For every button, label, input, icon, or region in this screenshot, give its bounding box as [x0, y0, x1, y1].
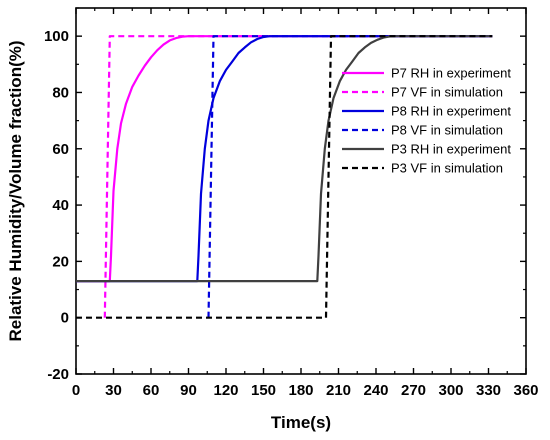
axes: 0 30 60 90 120 150 180 210 240 270 300 330 360-20020…	[44, 7, 539, 399]
x-tick-label: 120	[213, 382, 238, 399]
series-line-p3-rh-in-experiment	[76, 35, 493, 283]
y-tick-label: -20	[47, 366, 69, 383]
x-axis-title: Time(s)	[271, 413, 331, 432]
legend: P7 RH in experiment P7 VF in simulation P8…	[342, 66, 511, 176]
legend-label-p3-vf-in-simulation: P3 VF in simulation	[391, 161, 503, 176]
legend-label-p3-rh-in-experiment: P3 RH in experiment	[391, 142, 511, 157]
x-tick-label: 30	[105, 382, 122, 399]
series-layer	[76, 35, 493, 319]
series-line-p8-rh-in-experiment	[76, 35, 493, 283]
series-line-p3-vf-in-simulation	[76, 35, 493, 319]
legend-label-p8-rh-in-experiment: P8 RH in experiment	[391, 104, 511, 119]
x-tick-label: 0	[72, 382, 80, 399]
y-tick-label: 80	[52, 84, 69, 101]
x-tick-label: 60	[143, 382, 160, 399]
y-tick-label: 60	[52, 141, 69, 158]
x-tick-label: 300	[438, 382, 463, 399]
x-tick-label: 210	[326, 382, 351, 399]
x-tick-label: 150	[251, 382, 276, 399]
y-tick-label: 100	[44, 28, 69, 45]
x-tick-label: 330	[476, 382, 501, 399]
y-tick-label: 20	[52, 253, 69, 270]
x-tick-label: 90	[180, 382, 197, 399]
y-tick-label: 40	[52, 197, 69, 214]
x-tick-label: 180	[288, 382, 313, 399]
legend-label-p7-vf-in-simulation: P7 VF in simulation	[391, 85, 503, 100]
legend-label-p8-vf-in-simulation: P8 VF in simulation	[391, 123, 503, 138]
series-line-p7-rh-in-experiment	[76, 35, 493, 283]
x-tick-label: 240	[363, 382, 388, 399]
x-tick-label: 360	[513, 382, 538, 399]
plot-frame	[75, 7, 527, 375]
legend-label-p7-rh-in-experiment: P7 RH in experiment	[391, 66, 511, 81]
x-tick-label: 270	[401, 382, 426, 399]
y-axis-title: Relative Humidity/Volume fraction(%)	[6, 40, 25, 341]
y-tick-label: 0	[61, 310, 69, 327]
